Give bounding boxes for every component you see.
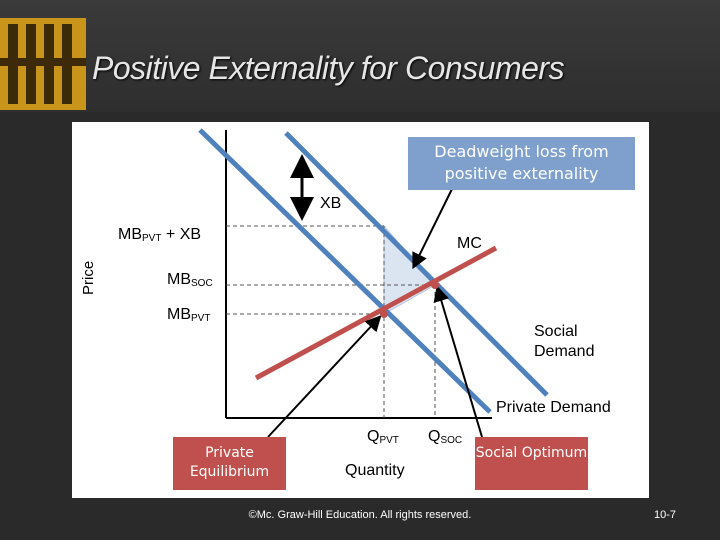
- slide-title: Positive Externality for Consumers: [92, 50, 565, 86]
- social-opt-arrow: [433, 285, 483, 438]
- qsoc-label: QSOC: [428, 428, 463, 446]
- social-demand-label: Social Demand: [534, 323, 595, 360]
- private-demand-label: Private Demand: [496, 399, 611, 416]
- page-number: 10-7: [654, 509, 677, 521]
- private-equilibrium-box: Private Equilibrium: [173, 437, 286, 490]
- private-demand-curve: [198, 128, 492, 414]
- mc-curve: [254, 245, 498, 381]
- qpvt-label: QPVT: [367, 428, 399, 446]
- mbpvt-label: MBPVT: [167, 306, 211, 324]
- y-axis-label: Price: [80, 260, 97, 295]
- header-background: [0, 0, 720, 112]
- xb-label: XB: [320, 195, 342, 212]
- mbpvt-plus-xb-label: MBPVT + XB: [118, 226, 202, 244]
- private-eq-point: [380, 310, 388, 318]
- x-axis-label: Quantity: [345, 462, 405, 479]
- deadweight-loss-callout: Deadweight loss from positive externalit…: [408, 137, 635, 190]
- social-opt-point: [431, 281, 439, 289]
- publisher-logo: [0, 18, 86, 110]
- private-eq-arrow: [267, 315, 382, 438]
- callout-pointer: [412, 188, 453, 270]
- social-optimum-box: Social Optimum: [475, 437, 588, 490]
- mc-label: MC: [457, 235, 482, 252]
- copyright-footer: ©Mc. Graw-Hill Education. All rights res…: [248, 509, 472, 521]
- mbsoc-label: MBSOC: [167, 271, 213, 289]
